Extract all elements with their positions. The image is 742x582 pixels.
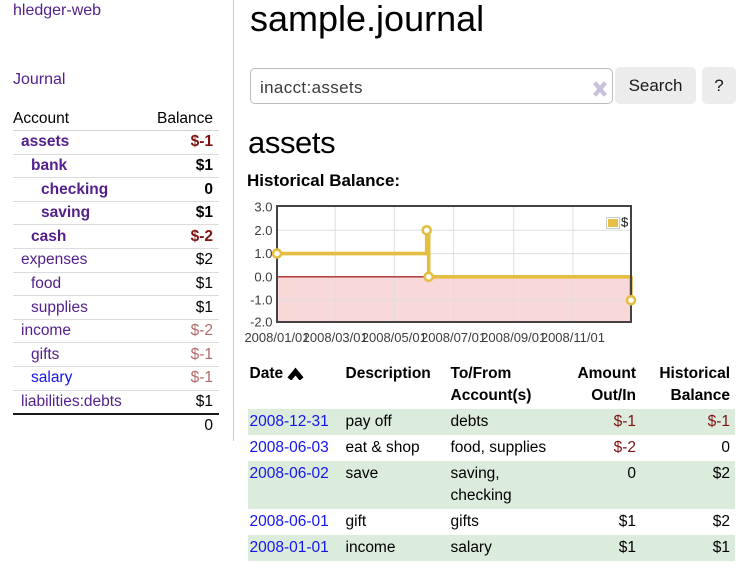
svg-text:-2.0: -2.0	[250, 315, 272, 330]
svg-text:3.0: 3.0	[254, 200, 272, 215]
svg-text:-1.0: -1.0	[250, 293, 272, 308]
svg-text:2008/11/01: 2008/11/01	[541, 330, 605, 345]
svg-text:2.0: 2.0	[254, 223, 272, 238]
svg-text:2008/01/01: 2008/01/01	[244, 330, 309, 345]
svg-text:2008/05/01: 2008/05/01	[362, 330, 427, 345]
svg-text:$: $	[621, 215, 629, 230]
svg-text:1.0: 1.0	[254, 246, 272, 261]
svg-text:2008/07/01: 2008/07/01	[421, 330, 486, 345]
svg-text:0.0: 0.0	[254, 269, 272, 284]
svg-text:2008/03/01: 2008/03/01	[303, 330, 368, 345]
svg-text:2008/09/01: 2008/09/01	[481, 330, 546, 345]
